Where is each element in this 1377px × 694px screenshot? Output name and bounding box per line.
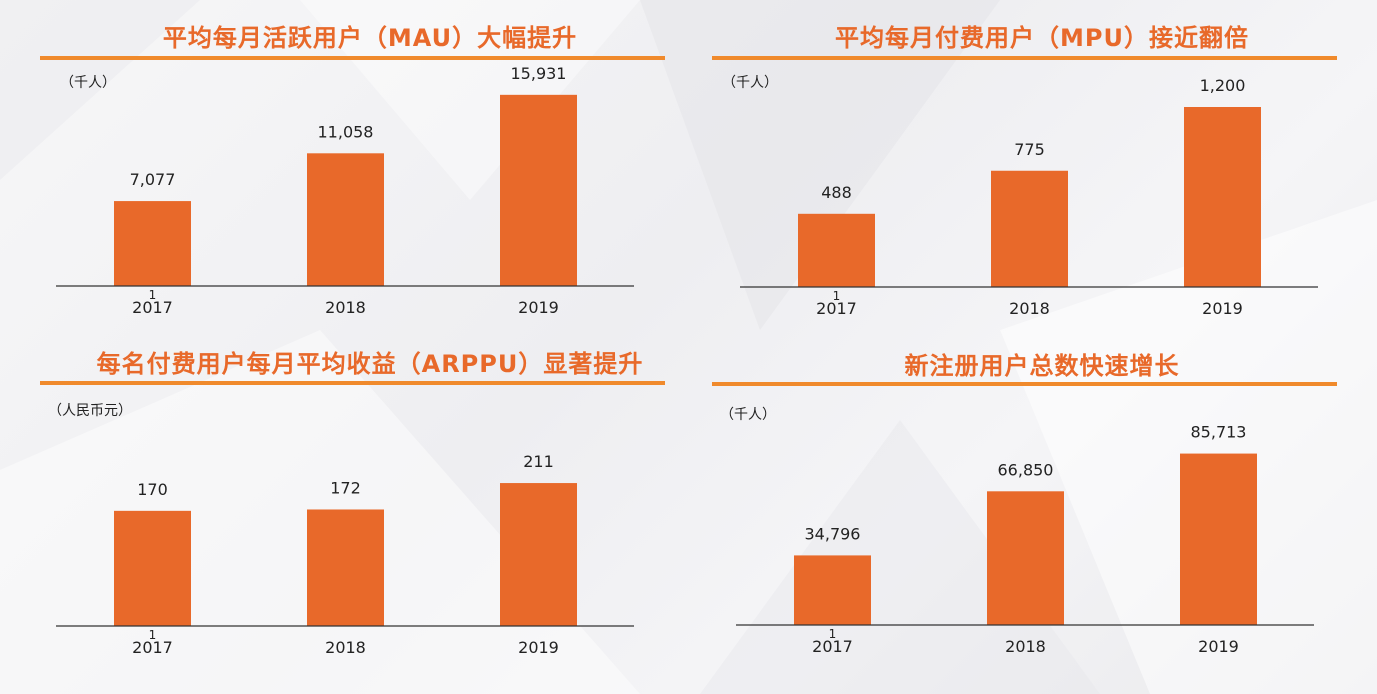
tick-label-2019: 2019 — [1202, 299, 1243, 318]
unit-label: （千人） — [60, 75, 116, 91]
bar-2018 — [307, 509, 384, 626]
title-rule — [40, 381, 665, 385]
panel-new-users: 新注册用户总数快速增长 （千人） 34,796 2017 66,850 2018 85,… — [712, 340, 1372, 687]
panel-title: 每名付费用户每月平均收益（ARPPU）显著提升 — [96, 350, 644, 378]
chart-mau: 7,077 2017 11,058 2018 15,931 2019 1 — [56, 64, 634, 317]
stray-tick-label: 1 — [149, 628, 157, 642]
data-label-2018: 172 — [330, 478, 361, 497]
data-label-2019: 85,713 — [1191, 423, 1247, 442]
data-label-2019: 1,200 — [1200, 76, 1246, 95]
tick-label-2018: 2018 — [1005, 637, 1046, 656]
panel-arppu: 每名付费用户每月平均收益（ARPPU）显著提升 （人民币元） 170 2017 17… — [40, 340, 700, 687]
tick-label-2018: 2018 — [1009, 299, 1050, 318]
data-label-2019: 15,931 — [511, 64, 567, 83]
bar-2017 — [114, 510, 191, 626]
bar-2019 — [500, 94, 577, 286]
bar-2017 — [794, 555, 871, 625]
chart-new-users: 34,796 2017 66,850 2018 85,713 2019 1 — [736, 423, 1314, 656]
data-label-2017: 7,077 — [130, 170, 176, 189]
tick-label-2018: 2018 — [325, 298, 366, 317]
tick-label-2017: 2017 — [132, 638, 173, 657]
stray-tick-label: 1 — [149, 288, 157, 302]
tick-label-2018: 2018 — [325, 638, 366, 657]
bar-2018 — [991, 170, 1068, 287]
bar-2017 — [798, 213, 875, 287]
panel-title: 平均每月付费用户（MPU）接近翻倍 — [835, 24, 1249, 52]
title-rule — [712, 382, 1337, 386]
bar-2018 — [307, 153, 384, 286]
bar-2019 — [1184, 107, 1261, 287]
tick-label-2017: 2017 — [132, 298, 173, 317]
data-label-2019: 211 — [523, 452, 554, 471]
data-label-2017: 170 — [137, 480, 168, 499]
title-rule — [712, 56, 1337, 60]
panel-mau: 平均每月活跃用户（MAU）大幅提升 （千人） 7,077 2017 11,058 20… — [40, 0, 700, 347]
bar-2017 — [114, 201, 191, 286]
tick-label-2019: 2019 — [1198, 637, 1239, 656]
data-label-2018: 11,058 — [318, 122, 374, 141]
bar-2019 — [500, 483, 577, 626]
unit-label: （千人） — [722, 75, 778, 91]
data-label-2018: 775 — [1014, 140, 1045, 159]
data-label-2017: 34,796 — [805, 524, 861, 543]
tick-label-2019: 2019 — [518, 298, 559, 317]
panel-title: 新注册用户总数快速增长 — [904, 352, 1180, 380]
tick-label-2017: 2017 — [812, 637, 853, 656]
unit-label: （千人） — [720, 407, 776, 423]
chart-mpu: 488 2017 775 2018 1,200 2019 1 — [740, 76, 1318, 318]
chart-arppu: 170 2017 172 2018 211 2019 1 — [56, 452, 634, 657]
panel-title: 平均每月活跃用户（MAU）大幅提升 — [162, 24, 578, 52]
tick-label-2019: 2019 — [518, 638, 559, 657]
stray-tick-label: 1 — [833, 289, 841, 303]
bar-2018 — [987, 491, 1064, 625]
data-label-2017: 488 — [821, 183, 852, 202]
unit-label: （人民币元） — [48, 403, 132, 419]
panel-mpu: 平均每月付费用户（MPU）接近翻倍 （千人） 488 2017 775 2018 1,2… — [712, 0, 1372, 347]
stray-tick-label: 1 — [829, 627, 837, 641]
title-rule — [40, 56, 665, 60]
bar-2019 — [1180, 453, 1257, 625]
tick-label-2017: 2017 — [816, 299, 857, 318]
data-label-2018: 66,850 — [998, 460, 1054, 479]
